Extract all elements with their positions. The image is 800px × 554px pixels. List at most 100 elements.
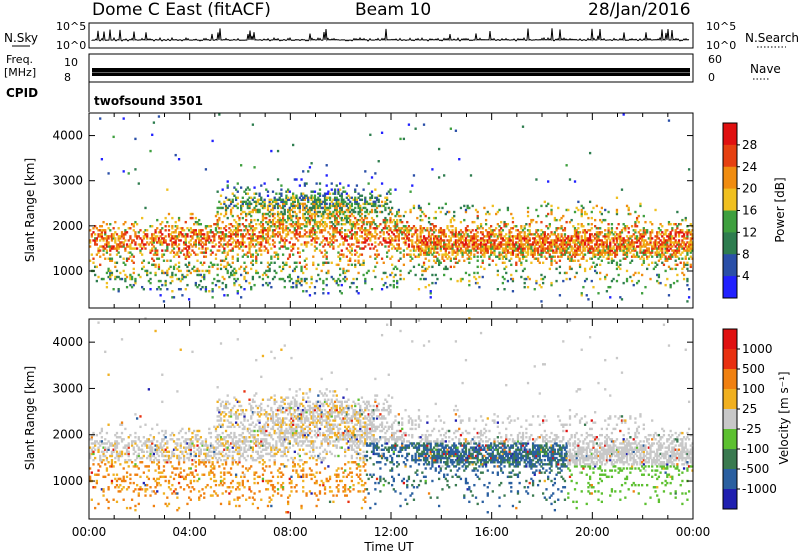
data-cell [515, 255, 518, 258]
data-cell [671, 249, 674, 252]
data-cell [194, 239, 197, 242]
data-cell [639, 237, 642, 240]
data-cell [110, 450, 114, 454]
data-cell [161, 241, 164, 244]
data-cell [199, 231, 203, 234]
data-cell [342, 222, 345, 226]
data-cell [394, 247, 397, 250]
data-cell [313, 222, 317, 226]
colorbar-tick-label: 8 [742, 247, 750, 261]
data-cell [473, 245, 476, 248]
data-cell [240, 243, 243, 246]
data-cell [258, 192, 261, 195]
data-cell [380, 182, 384, 185]
data-cell [243, 200, 246, 204]
data-cell [570, 239, 573, 242]
data-cell [265, 241, 268, 244]
data-cell [231, 214, 234, 218]
data-cell [357, 261, 360, 264]
data-cell [510, 257, 513, 260]
data-cell [647, 249, 650, 252]
data-cell [167, 243, 171, 246]
data-cell [288, 275, 291, 279]
data-cell [281, 267, 285, 271]
data-cell [619, 237, 622, 240]
data-cell [184, 275, 187, 279]
data-cell [451, 235, 454, 238]
data-cell [573, 251, 577, 254]
data-cell [511, 245, 515, 248]
data-cell [258, 210, 261, 214]
data-cell [466, 249, 469, 252]
data-cell [347, 229, 350, 232]
y-tick-label: 4000 [52, 129, 83, 143]
data-cell [533, 253, 536, 256]
data-cell [620, 229, 624, 232]
data-cell [471, 243, 474, 246]
data-cell [374, 231, 377, 234]
data-cell [107, 500, 110, 504]
data-cell [268, 267, 271, 271]
data-cell [385, 251, 389, 254]
data-cell [625, 249, 629, 252]
data-cell [535, 235, 538, 238]
data-cell [622, 239, 625, 242]
data-cell [333, 208, 337, 212]
data-cell [635, 245, 639, 248]
data-cell [141, 448, 144, 451]
data-cell [338, 267, 342, 271]
data-cell [322, 220, 325, 224]
data-cell [139, 245, 142, 248]
data-cell [432, 249, 436, 252]
data-cell [283, 241, 286, 244]
data-cell [172, 231, 176, 234]
data-cell [292, 281, 295, 285]
data-cell [580, 210, 583, 214]
data-cell [406, 237, 409, 240]
data-cell [315, 198, 318, 202]
data-cell [234, 279, 238, 283]
data-cell [112, 473, 115, 476]
data-cell [248, 225, 251, 228]
data-cell [424, 277, 427, 281]
data-cell [154, 486, 157, 489]
data-cell [283, 285, 286, 289]
data-cell [300, 194, 303, 197]
data-cell [233, 186, 236, 189]
data-cell [122, 237, 125, 240]
data-cell [411, 184, 414, 187]
data-cell [426, 227, 429, 230]
data-cell [671, 235, 674, 238]
data-cell [325, 239, 328, 242]
data-cell [322, 214, 325, 218]
data-cell [141, 239, 144, 242]
data-cell [508, 245, 511, 248]
data-cell [634, 225, 637, 228]
data-cell [266, 249, 270, 252]
data-cell [508, 243, 511, 246]
data-cell [280, 235, 283, 238]
data-cell [297, 233, 300, 236]
data-cell [419, 241, 422, 244]
data-cell [218, 237, 221, 240]
data-cell [488, 247, 491, 250]
data-cell [476, 225, 479, 228]
data-cell [389, 235, 392, 238]
data-cell [139, 440, 142, 443]
data-cell [439, 227, 442, 230]
data-cell [286, 210, 290, 214]
data-cell [646, 267, 649, 271]
data-cell [659, 281, 662, 285]
data-cell [201, 233, 204, 236]
data-cell [607, 231, 610, 234]
data-cell [427, 251, 431, 254]
data-cell [283, 202, 286, 206]
data-cell [506, 241, 510, 244]
data-cell [419, 214, 422, 218]
data-cell [651, 237, 654, 240]
data-cell [240, 206, 243, 210]
data-cell [340, 227, 343, 230]
data-cell [404, 241, 407, 244]
data-cell [357, 218, 360, 222]
data-cell [677, 235, 681, 238]
